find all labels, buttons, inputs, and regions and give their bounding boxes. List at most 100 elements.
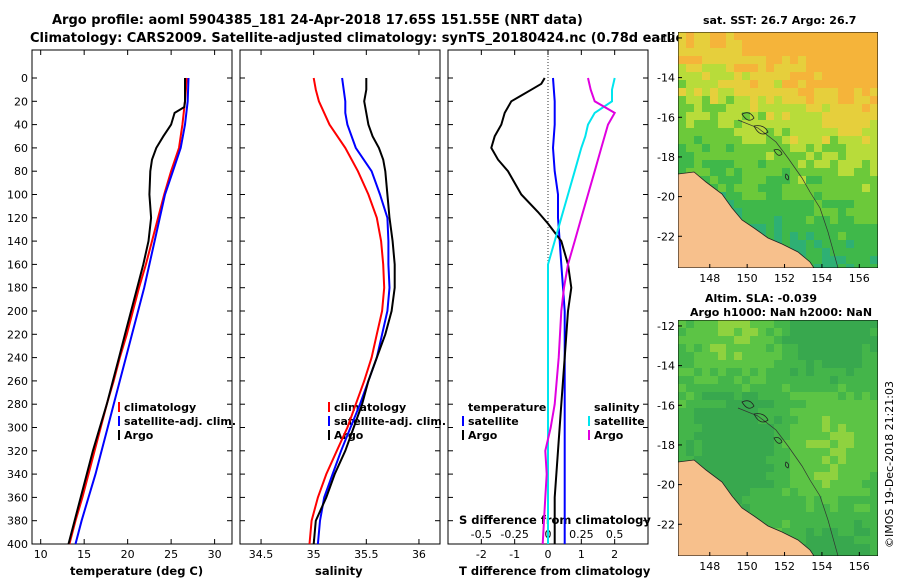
heatmap-cell (742, 32, 750, 40)
heatmap-cell (678, 144, 686, 152)
heatmap-cell (870, 336, 878, 344)
temperature-xlabel: temperature (deg C) (70, 564, 203, 578)
heatmap-cell (846, 136, 854, 144)
heatmap-cell (766, 392, 774, 400)
heatmap-cell (790, 400, 798, 408)
x-tick-label: 10 (34, 548, 48, 561)
heatmap-cell (750, 368, 758, 376)
heatmap-cell (838, 48, 846, 56)
heatmap-cell (686, 152, 694, 160)
heatmap-cell (846, 472, 854, 480)
heatmap-cell (774, 488, 782, 496)
heatmap-cell (806, 152, 814, 160)
heatmap-cell (822, 160, 830, 168)
heatmap-cell (798, 528, 806, 536)
depth-tick-label: 400 (7, 538, 28, 551)
heatmap-cell (742, 496, 750, 504)
heatmap-cell (782, 152, 790, 160)
heatmap-cell (862, 32, 870, 40)
heatmap-cell (798, 488, 806, 496)
heatmap-cell (854, 208, 862, 216)
heatmap-cell (758, 208, 766, 216)
heatmap-cell (846, 144, 854, 152)
heatmap-cell (686, 392, 694, 400)
heatmap-cell (854, 376, 862, 384)
heatmap-cell (790, 88, 798, 96)
heatmap-cell (798, 88, 806, 96)
heatmap-cell (766, 40, 774, 48)
heatmap-cell (758, 392, 766, 400)
heatmap-cell (790, 408, 798, 416)
heatmap-cell (782, 64, 790, 72)
heatmap-cell (798, 32, 806, 40)
heatmap-cell (846, 72, 854, 80)
heatmap-cell (814, 368, 822, 376)
heatmap-cell (814, 128, 822, 136)
heatmap-cell (830, 512, 838, 520)
heatmap-cell (686, 96, 694, 104)
heatmap-cell (726, 360, 734, 368)
heatmap-cell (782, 456, 790, 464)
heatmap-cell (846, 216, 854, 224)
heatmap-cell (798, 336, 806, 344)
heatmap-cell (678, 40, 686, 48)
heatmap-cell (678, 336, 686, 344)
heatmap-cell (790, 448, 798, 456)
heatmap-cell (678, 368, 686, 376)
heatmap-cell (830, 264, 838, 268)
heatmap-cell (846, 48, 854, 56)
heatmap-cell (718, 336, 726, 344)
heatmap-cell (846, 32, 854, 40)
map-y-tick-label: -16 (657, 399, 675, 412)
heatmap-cell (830, 432, 838, 440)
heatmap-cell (686, 432, 694, 440)
heatmap-cell (854, 400, 862, 408)
heatmap-cell (846, 320, 854, 328)
heatmap-cell (830, 96, 838, 104)
heatmap-cell (806, 232, 814, 240)
heatmap-cell (838, 176, 846, 184)
heatmap-cell (686, 144, 694, 152)
heatmap-cell (750, 120, 758, 128)
depth-tick-label: 160 (7, 258, 28, 271)
heatmap-cell (782, 344, 790, 352)
heatmap-cell (830, 384, 838, 392)
heatmap-cell (790, 384, 798, 392)
heatmap-cell (830, 240, 838, 248)
heatmap-cell (758, 40, 766, 48)
heatmap-cell (806, 536, 814, 544)
heatmap-cell (686, 344, 694, 352)
heatmap-cell (822, 352, 830, 360)
heatmap-cell (726, 424, 734, 432)
heatmap-cell (774, 448, 782, 456)
chart-marks: 0204060801001201401601802002202402602803… (7, 32, 870, 573)
heatmap-cell (870, 400, 878, 408)
heatmap-cell (766, 384, 774, 392)
heatmap-cell (838, 432, 846, 440)
heatmap-cell (814, 528, 822, 536)
heatmap-cell (854, 56, 862, 64)
difference-xlabel: T difference from climatology (459, 564, 651, 578)
heatmap-cell (734, 200, 742, 208)
heatmap-cell (750, 448, 758, 456)
heatmap-cell (870, 136, 878, 144)
heatmap-cell (846, 152, 854, 160)
heatmap-cell (774, 424, 782, 432)
heatmap-cell (830, 488, 838, 496)
depth-tick-label: 340 (7, 468, 28, 481)
heatmap-cell (758, 184, 766, 192)
heatmap-cell (862, 64, 870, 72)
heatmap-cell (750, 96, 758, 104)
heatmap-cell (822, 152, 830, 160)
heatmap-cell (718, 392, 726, 400)
heatmap-cell (774, 360, 782, 368)
heatmap-cell (822, 232, 830, 240)
heatmap-cell (806, 144, 814, 152)
heatmap-cell (806, 248, 814, 256)
heatmap-cell (806, 416, 814, 424)
heatmap-cell (694, 40, 702, 48)
map-y-tick-label: -20 (657, 191, 675, 204)
heatmap-cell (830, 496, 838, 504)
heatmap-cell (750, 352, 758, 360)
heatmap-cell (830, 72, 838, 80)
